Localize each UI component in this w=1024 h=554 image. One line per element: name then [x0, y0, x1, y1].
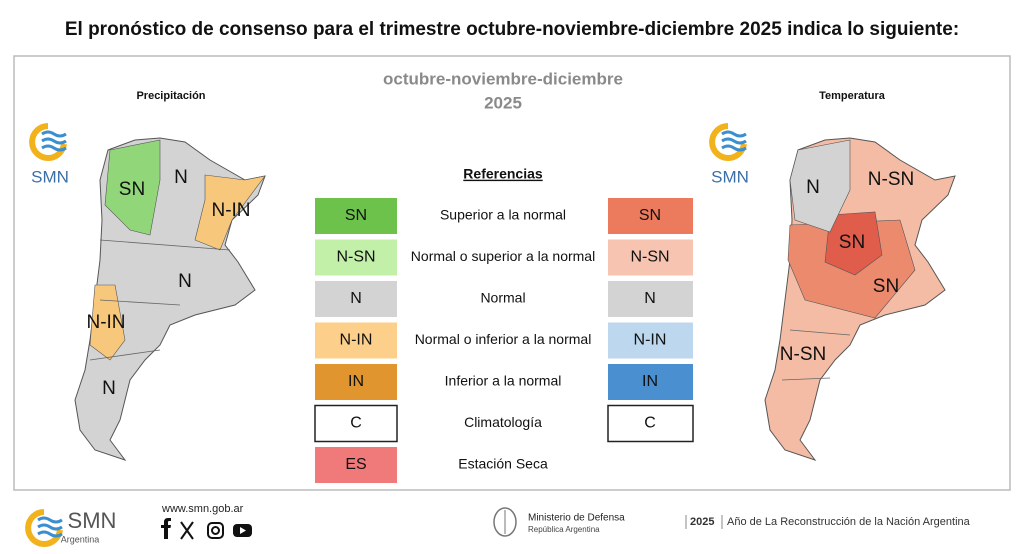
footer-url[interactable]: www.smn.gob.ar [161, 503, 244, 515]
legend-description: Superior a la normal [440, 207, 566, 223]
map-label: N [806, 177, 820, 198]
legend-code: SN [345, 207, 367, 224]
legend-swatch [608, 322, 693, 359]
period: octubre-noviembre-diciembre [383, 69, 623, 88]
map-label: N-SN [780, 344, 826, 365]
legend-swatch [608, 364, 693, 400]
temperature-map: Temperatura SMN N N-SN SN SN N-SN [711, 90, 956, 461]
legend-description: Normal o superior a la normal [411, 248, 595, 264]
legend-swatch [314, 404, 398, 443]
legend-code: C [350, 415, 362, 432]
instagram-icon[interactable] [207, 522, 224, 539]
legend-description: Normal o inferior a la normal [415, 331, 592, 347]
map-label: SN [873, 276, 899, 297]
footer: SMN Argentina www.smn.gob.ar Ministerio … [28, 503, 971, 544]
page-title: El pronóstico de consenso para el trimes… [65, 19, 959, 40]
legend-swatch [608, 198, 693, 234]
legend-description: Inferior a la normal [445, 373, 562, 389]
legend-code: C [644, 415, 656, 432]
legend-swatch [608, 281, 693, 317]
map-label: N [102, 378, 116, 399]
legend-description: Normal [480, 290, 525, 306]
legend-code: N [644, 290, 656, 307]
legend-code: N [350, 290, 362, 307]
ministry-sub: República Argentina [528, 525, 600, 534]
precipitation-map: Precipitación SMN SN N N-IN N N-IN N [31, 90, 266, 461]
map-label: N-SN [868, 169, 914, 190]
map-label: SN [839, 232, 865, 253]
legend-swatch [315, 198, 397, 234]
legend-code: N-IN [340, 332, 373, 349]
legend-code: IN [642, 373, 658, 390]
map-title: Precipitación [136, 90, 205, 102]
legend-description: Climatología [464, 414, 542, 430]
logo-text: SMN [711, 167, 749, 186]
legend-swatch [315, 447, 397, 483]
legend-code: IN [348, 373, 364, 390]
footer-logo-sub: Argentina [61, 534, 100, 544]
x-icon[interactable] [180, 521, 194, 540]
map-label: N-IN [86, 312, 125, 333]
map-title: Temperatura [819, 90, 886, 102]
map-label: N [178, 271, 192, 292]
period-year: 2025 [484, 93, 522, 112]
legend-swatch [607, 404, 694, 443]
ministry: Ministerio de Defensa [528, 513, 625, 524]
legend-code: ES [345, 456, 366, 473]
social-icons [161, 518, 252, 540]
legend-description: Estación Seca [458, 456, 548, 472]
legend-code: N-SN [336, 249, 375, 266]
legend-swatch [315, 322, 397, 359]
legend-swatch [608, 239, 693, 276]
map-label: SN [119, 179, 145, 200]
footer-slogan: Año de La Reconstrucción de la Nación Ar… [727, 516, 971, 528]
ministry-emblem [493, 507, 517, 537]
map-label: N [174, 167, 188, 188]
legend-swatch [315, 364, 397, 400]
legend-code: N-IN [634, 332, 667, 349]
legend: Referencias SN Superior a la normal SN N-SN… [314, 166, 694, 483]
legend-code: N-SN [630, 249, 669, 266]
logo-text: SMN [31, 167, 69, 186]
legend-swatch [315, 281, 397, 317]
legend-title: Referencias [463, 166, 543, 182]
footer-year: 2025 [690, 516, 714, 528]
footer-logo: SMN [68, 508, 117, 533]
facebook-icon[interactable] [161, 518, 171, 539]
map-label: N-IN [211, 200, 250, 221]
legend-code: SN [639, 207, 661, 224]
legend-swatch [315, 239, 397, 276]
